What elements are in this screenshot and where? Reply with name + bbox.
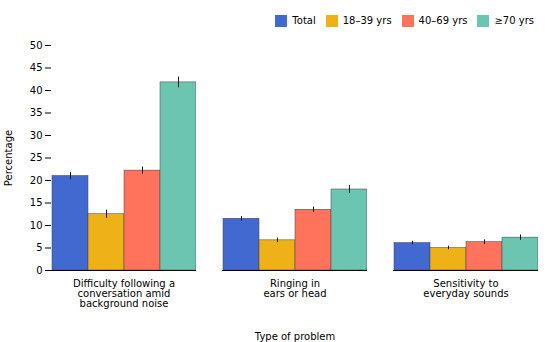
- svg-text:Percentage: Percentage: [3, 130, 14, 186]
- svg-text:0: 0: [36, 265, 42, 276]
- svg-text:25: 25: [30, 152, 43, 163]
- svg-text:45: 45: [30, 62, 43, 73]
- html-text:18–39 yrs: 18–39 yrs: [342, 15, 392, 26]
- html-text:Total: Total: [292, 15, 316, 26]
- svg-text:50: 50: [30, 40, 43, 51]
- svg-text:20: 20: [30, 175, 43, 186]
- html-text:≥70 yrs: ≥70 yrs: [494, 15, 534, 26]
- svg-text:35: 35: [30, 107, 43, 118]
- svg-text:10: 10: [30, 220, 43, 231]
- svg-text:Ringing inears or head: Ringing inears or head: [263, 278, 326, 299]
- svg-text:15: 15: [30, 197, 43, 208]
- svg-text:Difficulty following aconversa: Difficulty following aconversation amidb…: [73, 278, 175, 309]
- svg-text:40: 40: [30, 85, 43, 96]
- html-text:40–69 yrs: 40–69 yrs: [418, 15, 468, 26]
- svg-text:Type of problem: Type of problem: [254, 331, 335, 342]
- svg-text:30: 30: [30, 130, 43, 141]
- svg-text:5: 5: [36, 242, 42, 253]
- svg-text:Sensitivity toeveryday sounds: Sensitivity toeveryday sounds: [423, 278, 508, 299]
